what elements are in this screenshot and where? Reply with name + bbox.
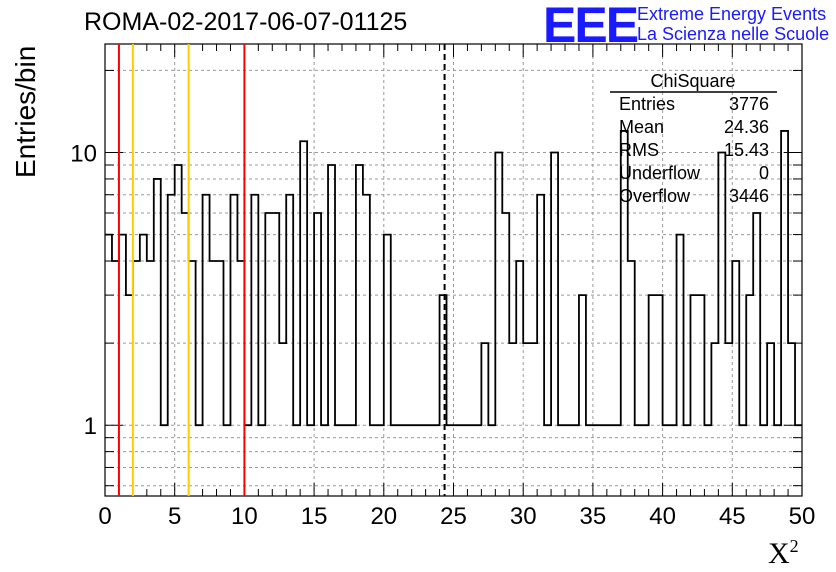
x-tick-label: 25	[440, 503, 467, 530]
x-tick-label: 35	[580, 503, 607, 530]
x-tick-label: 40	[649, 503, 676, 530]
stats-row-value: 3776	[729, 94, 769, 114]
x-axis-label-text: X	[768, 537, 790, 570]
stats-row-label: Underflow	[619, 163, 701, 183]
x-tick-label: 20	[370, 503, 397, 530]
stats-row-label: Entries	[619, 94, 675, 114]
stats-title: ChiSquare	[650, 71, 735, 91]
logo-line-1: Extreme Energy Events	[637, 4, 827, 24]
x-tick-label: 15	[301, 503, 328, 530]
histogram-line	[105, 130, 802, 427]
stats-row-value: 15.43	[724, 140, 769, 160]
y-tick-label: 1	[84, 413, 97, 440]
stats-row-label: RMS	[619, 140, 659, 160]
x-tick-label: 30	[510, 503, 537, 530]
stats-row-label: Mean	[619, 117, 664, 137]
stats-row-value: 0	[759, 163, 769, 183]
x-tick-label: 0	[98, 503, 111, 530]
x-axis-label: X2	[768, 536, 799, 571]
logo-line-2: La Scienza nelle Scuole	[637, 24, 830, 44]
x-tick-label: 5	[168, 503, 181, 530]
x-tick-label: 45	[719, 503, 746, 530]
x-axis-label-superscript: 2	[789, 536, 799, 556]
stats-row-value: 3446	[729, 186, 769, 206]
x-tick-label: 50	[789, 503, 816, 530]
run-title: ROMA-02-2017-06-07-01125	[84, 8, 408, 36]
y-tick-label: 10	[70, 141, 97, 168]
x-tick-label: 10	[231, 503, 258, 530]
stats-row-value: 24.36	[724, 117, 769, 137]
eee-logo: EEE	[543, 0, 639, 53]
y-axis-label: Entries/bin	[10, 45, 41, 178]
stats-row-label: Overflow	[619, 186, 691, 206]
